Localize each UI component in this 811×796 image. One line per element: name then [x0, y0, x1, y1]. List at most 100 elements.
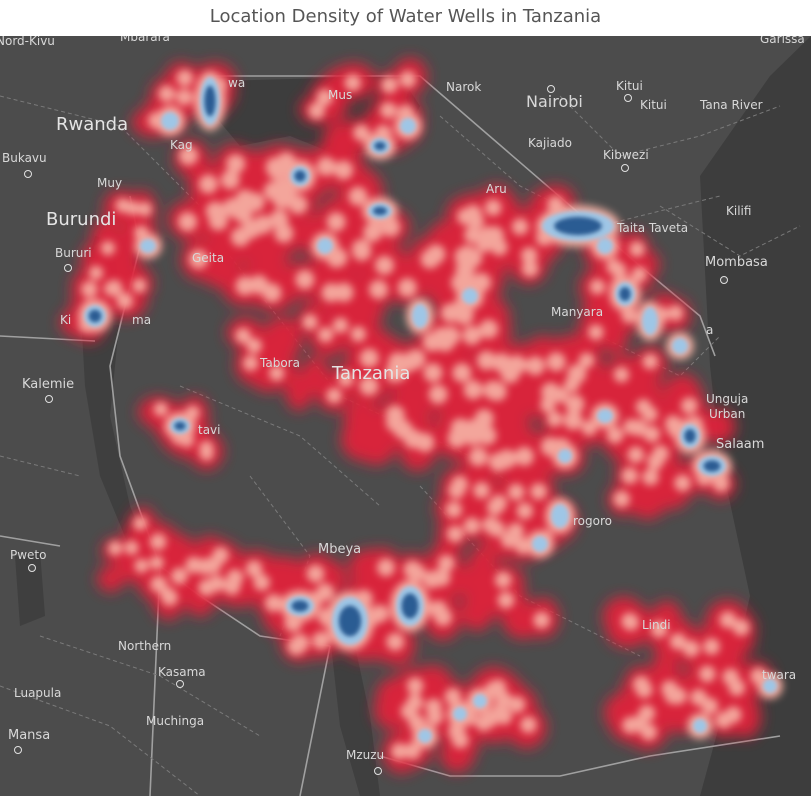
density-core: [447, 428, 467, 449]
density-core: [265, 157, 285, 177]
city-dot-mombasa: [720, 276, 728, 284]
density-core: [507, 522, 525, 540]
density-core: [386, 632, 405, 651]
density-core: [680, 397, 698, 415]
density-core: [578, 352, 595, 369]
density-core: [269, 209, 289, 229]
density-core: [467, 212, 485, 230]
density-core: [115, 198, 130, 213]
label-mombasa: Mombasa: [705, 255, 768, 270]
indian-ocean: [700, 36, 811, 796]
density-core: [161, 589, 179, 606]
density-core: [486, 498, 504, 516]
label-tana-river: Tana River: [700, 98, 763, 112]
density-core: [178, 212, 198, 232]
density-core: [338, 371, 354, 387]
density-core: [348, 186, 368, 206]
density-core: [235, 276, 255, 296]
density-core: [635, 681, 653, 699]
density-core: [629, 241, 645, 258]
density-core: [552, 387, 569, 404]
density-core: [406, 349, 426, 369]
density-core: [212, 546, 229, 564]
density-core: [268, 365, 285, 381]
density-core: [376, 558, 395, 577]
density-core: [621, 467, 639, 485]
label-taita-taveta: Taita Taveta: [617, 221, 689, 235]
density-core: [287, 637, 306, 656]
density-core: [359, 348, 379, 368]
density-core: [308, 102, 326, 120]
label-morogoro: rogoro: [573, 514, 612, 528]
city-dot-kalemie: [45, 395, 53, 403]
density-core: [698, 665, 716, 683]
density-core: [344, 74, 362, 92]
density-core: [108, 541, 123, 556]
density-core: [546, 352, 566, 372]
density-core: [448, 482, 466, 499]
density-blob: [627, 480, 668, 520]
density-core: [563, 376, 580, 393]
label-burundi: Burundi: [46, 209, 117, 230]
density-core: [463, 248, 483, 268]
density-core: [205, 201, 225, 221]
city-dot-bururi: [64, 264, 72, 272]
label-musoma: Mus: [328, 88, 353, 102]
density-core: [132, 278, 147, 293]
density-core: [581, 420, 598, 436]
basemap: [0, 36, 811, 796]
chart-title: Location Density of Water Wells in Tanza…: [209, 6, 602, 27]
density-core: [516, 502, 534, 520]
density-core: [642, 353, 659, 370]
density-high: [462, 288, 478, 304]
density-core: [521, 260, 539, 278]
density-core: [473, 481, 490, 499]
density-core: [533, 611, 550, 629]
density-peak: [373, 206, 387, 216]
density-core: [359, 376, 379, 396]
density-core: [134, 558, 149, 573]
density-peak: [88, 309, 102, 323]
density-high: [597, 238, 613, 254]
density-core: [245, 560, 263, 578]
density-high: [597, 409, 613, 423]
title-bar: Location Density of Water Wells in Tanza…: [0, 0, 811, 36]
density-core: [233, 203, 253, 224]
density-high: [400, 118, 416, 134]
density-core: [406, 677, 424, 695]
density-core: [520, 247, 538, 264]
density-core: [452, 731, 469, 749]
density-core: [440, 303, 460, 323]
density-core: [407, 563, 426, 582]
density-core: [715, 711, 733, 729]
density-core: [540, 397, 556, 413]
density-core: [150, 575, 167, 593]
density-core: [563, 410, 583, 431]
label-manyara: Manyara: [551, 305, 604, 319]
density-core: [352, 124, 370, 142]
density-core: [701, 697, 719, 715]
label-luapula: Luapula: [14, 686, 62, 700]
density-high: [558, 449, 572, 463]
label-lindi: Lindi: [642, 618, 671, 632]
density-core: [415, 432, 435, 453]
label-mtwara: twara: [762, 668, 797, 682]
density-core: [198, 579, 215, 597]
density-core: [519, 716, 537, 734]
label-tanzania: Tanzania: [332, 363, 411, 384]
density-core: [479, 319, 499, 339]
density-core: [565, 394, 585, 414]
density-core: [199, 446, 214, 461]
density-core: [385, 405, 405, 425]
density-core: [481, 710, 499, 728]
map-view[interactable]: Nord-Kivu Mbarara Garissa Narok Nairobi …: [0, 36, 811, 796]
density-peak: [294, 170, 306, 182]
density-core: [667, 305, 684, 321]
density-core: [589, 278, 606, 295]
label-kajiado: Kajiado: [528, 136, 572, 150]
density-core: [682, 640, 700, 658]
density-core: [403, 742, 421, 760]
density-high: [412, 304, 428, 328]
lake-malawi: [330, 636, 380, 796]
density-core: [635, 399, 652, 415]
